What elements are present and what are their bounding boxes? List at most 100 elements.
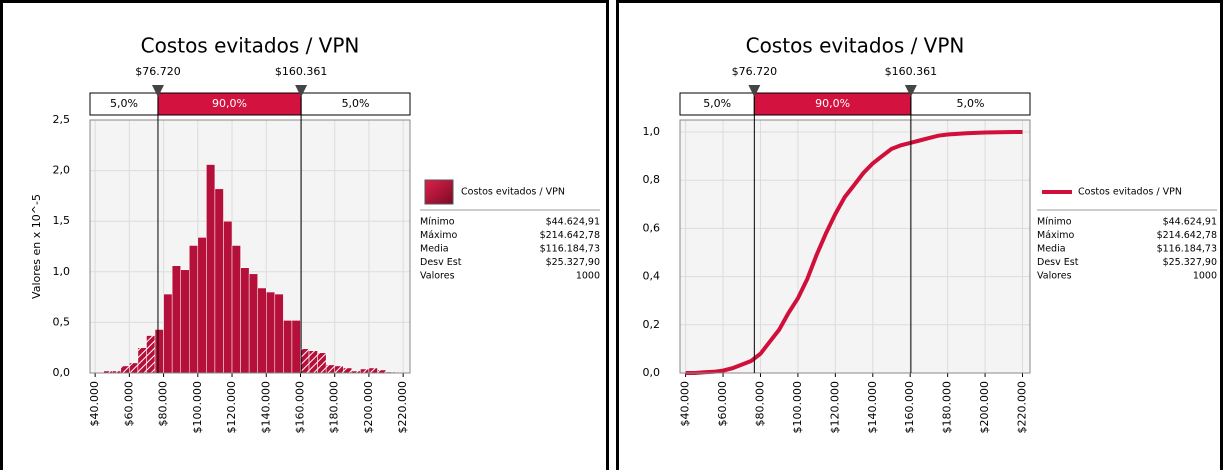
stat-value: $214.642,78	[540, 230, 600, 241]
stat-name: Media	[1037, 244, 1066, 255]
y-tick-label: 0,4	[643, 270, 661, 283]
bar	[120, 365, 130, 374]
stat-name: Desv Est	[1037, 257, 1079, 268]
bar	[325, 364, 335, 374]
plot-frame	[679, 119, 1031, 374]
stat-name: Valores	[420, 271, 455, 282]
bar	[240, 267, 250, 374]
bar	[317, 352, 327, 374]
x-tick-label: $160.000	[293, 381, 306, 434]
band-label: 5,0%	[703, 97, 731, 110]
y-tick-label: 1,5	[53, 214, 71, 227]
bar	[274, 293, 284, 374]
y-tick-label: 1,0	[643, 125, 661, 138]
y-axis-label: Valores en x 10^-5	[30, 194, 43, 299]
x-tick-label: $100.000	[191, 381, 204, 434]
y-tick-label: 0,2	[643, 318, 661, 331]
stat-value: $44.624,91	[1163, 217, 1217, 228]
delimiter-handle	[295, 85, 308, 97]
x-tick-label: $140.000	[866, 381, 879, 434]
band-label: 90,0%	[212, 97, 247, 110]
bar	[189, 245, 199, 374]
y-tick-label: 0,0	[643, 366, 661, 379]
bar	[360, 368, 370, 374]
bar	[291, 320, 301, 374]
bar	[334, 365, 344, 374]
delimiter-label: $160.361	[885, 65, 938, 78]
stat-name: Valores	[1037, 271, 1072, 282]
x-tick-label: $220.000	[396, 381, 409, 434]
x-tick-label: $60.000	[716, 381, 729, 427]
stat-value: $44.624,91	[546, 217, 600, 228]
chart-title: Costos evitados / VPN	[141, 34, 360, 58]
y-tick-label: 2,0	[53, 164, 71, 177]
bar	[266, 291, 276, 374]
band-label: 5,0%	[110, 97, 138, 110]
cumulative-line	[685, 130, 1023, 375]
delimiter-label: $160.361	[275, 65, 328, 78]
x-tick-label: $80.000	[157, 381, 170, 427]
plot-area	[680, 120, 1030, 373]
x-tick-label: $180.000	[941, 381, 954, 434]
bar	[231, 245, 241, 374]
bar	[343, 367, 353, 374]
bar	[248, 273, 258, 374]
chart-title: Costos evitados / VPN	[746, 34, 965, 58]
stat-name: Mínimo	[1037, 217, 1072, 228]
stat-value: $214.642,78	[1157, 230, 1217, 241]
band-label: 5,0%	[342, 97, 370, 110]
bar	[300, 348, 310, 374]
x-tick-label: $200.000	[362, 381, 375, 434]
stat-value: $116.184,73	[540, 244, 600, 255]
panel-border	[0, 0, 609, 470]
x-tick-label: $80.000	[753, 381, 766, 427]
panel-border	[616, 0, 1223, 470]
stat-name: Mínimo	[420, 217, 455, 228]
bar	[197, 237, 207, 374]
x-tick-label: $40.000	[679, 381, 692, 427]
band-label: 5,0%	[956, 97, 984, 110]
band-label: 90,0%	[815, 97, 850, 110]
legend-label: Costos evitados / VPN	[1078, 187, 1182, 198]
delimiter-handle	[748, 85, 761, 97]
bar	[129, 362, 139, 374]
bar	[171, 265, 181, 374]
bar	[146, 335, 156, 374]
bar	[257, 287, 267, 374]
delimiter-label: $76.720	[732, 65, 778, 78]
bar	[368, 367, 378, 374]
bar	[223, 220, 233, 374]
stat-value: $25.327,90	[546, 257, 600, 268]
y-tick-label: 1,0	[53, 265, 71, 278]
bar	[137, 347, 147, 374]
stat-name: Desv Est	[420, 257, 462, 268]
bar	[214, 188, 224, 374]
bar	[163, 293, 173, 374]
bar	[308, 350, 318, 374]
delimiter-handle	[904, 85, 917, 97]
stat-value: $116.184,73	[1157, 244, 1217, 255]
x-tick-label: $140.000	[259, 381, 272, 434]
stat-value: 1000	[576, 271, 600, 282]
delimiter-handle	[151, 85, 164, 97]
x-tick-label: $40.000	[88, 381, 101, 427]
bar	[154, 329, 164, 374]
stat-value: 1000	[1193, 271, 1217, 282]
x-tick-label: $200.000	[978, 381, 991, 434]
bar	[180, 269, 190, 374]
x-tick-label: $160.000	[903, 381, 916, 434]
legend-swatch	[424, 179, 454, 205]
stat-name: Máximo	[420, 230, 458, 241]
x-tick-label: $180.000	[328, 381, 341, 434]
x-tick-label: $100.000	[791, 381, 804, 434]
y-tick-label: 0,8	[643, 173, 661, 186]
x-tick-label: $220.000	[1016, 381, 1029, 434]
y-tick-label: 0,0	[53, 366, 71, 379]
stat-name: Máximo	[1037, 230, 1075, 241]
bar	[206, 164, 216, 374]
y-tick-label: 2,5	[53, 113, 71, 126]
x-tick-label: $60.000	[122, 381, 135, 427]
plot-frame	[89, 119, 411, 374]
delimiter-label: $76.720	[135, 65, 181, 78]
